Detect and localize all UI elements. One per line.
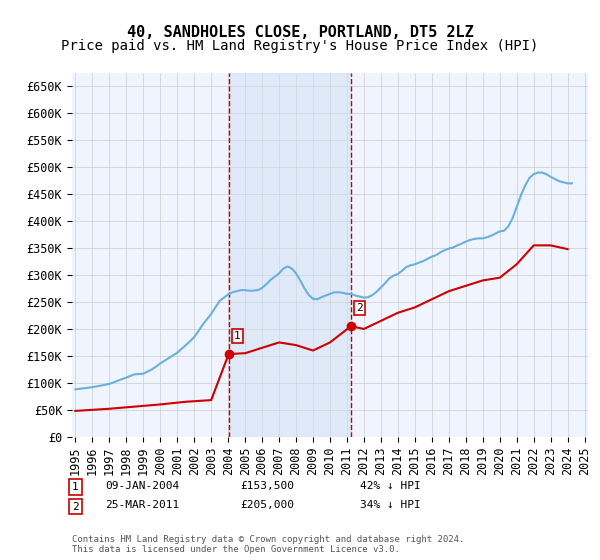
Text: 2: 2 bbox=[72, 502, 79, 512]
Text: 1: 1 bbox=[234, 331, 241, 341]
Text: £153,500: £153,500 bbox=[240, 481, 294, 491]
Text: £205,000: £205,000 bbox=[240, 501, 294, 511]
Text: Contains HM Land Registry data © Crown copyright and database right 2024.
This d: Contains HM Land Registry data © Crown c… bbox=[72, 535, 464, 554]
Text: 1: 1 bbox=[72, 482, 79, 492]
Text: 40, SANDHOLES CLOSE, PORTLAND, DT5 2LZ: 40, SANDHOLES CLOSE, PORTLAND, DT5 2LZ bbox=[127, 25, 473, 40]
Text: Price paid vs. HM Land Registry's House Price Index (HPI): Price paid vs. HM Land Registry's House … bbox=[61, 39, 539, 53]
Text: 34% ↓ HPI: 34% ↓ HPI bbox=[360, 501, 421, 511]
Text: 2: 2 bbox=[356, 303, 363, 313]
Text: 09-JAN-2004: 09-JAN-2004 bbox=[105, 481, 179, 491]
Text: 42% ↓ HPI: 42% ↓ HPI bbox=[360, 481, 421, 491]
Text: 25-MAR-2011: 25-MAR-2011 bbox=[105, 501, 179, 511]
Bar bbox=[229, 73, 351, 437]
